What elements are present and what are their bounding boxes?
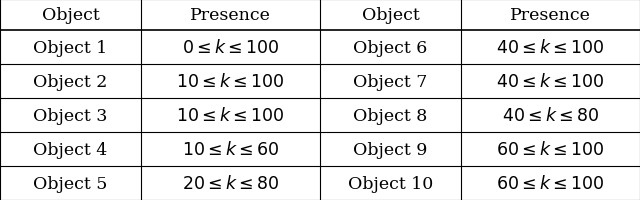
Text: Object 1: Object 1 <box>33 39 108 56</box>
Text: $10 \leq k \leq 100$: $10 \leq k \leq 100$ <box>176 107 285 124</box>
Text: Object 6: Object 6 <box>353 39 428 56</box>
Text: Object 8: Object 8 <box>353 107 428 124</box>
Text: Object 2: Object 2 <box>33 73 108 90</box>
Text: Presence: Presence <box>510 7 591 24</box>
Text: Object 9: Object 9 <box>353 141 428 158</box>
Text: Object 10: Object 10 <box>348 175 433 192</box>
Text: $40 \leq k \leq 100$: $40 \leq k \leq 100$ <box>496 73 605 91</box>
Text: $60 \leq k \leq 100$: $60 \leq k \leq 100$ <box>496 174 605 192</box>
Text: Object 4: Object 4 <box>33 141 108 158</box>
Text: $40 \leq k \leq 100$: $40 \leq k \leq 100$ <box>496 39 605 57</box>
Text: $20 \leq k \leq 80$: $20 \leq k \leq 80$ <box>182 174 279 192</box>
Text: Object 7: Object 7 <box>353 73 428 90</box>
Text: Object 5: Object 5 <box>33 175 108 192</box>
Text: $0 \leq k \leq 100$: $0 \leq k \leq 100$ <box>182 39 279 57</box>
Text: $60 \leq k \leq 100$: $60 \leq k \leq 100$ <box>496 140 605 158</box>
Text: $40 \leq k \leq 80$: $40 \leq k \leq 80$ <box>502 107 599 124</box>
Text: $10 \leq k \leq 100$: $10 \leq k \leq 100$ <box>176 73 285 91</box>
Text: Object 3: Object 3 <box>33 107 108 124</box>
Text: $10 \leq k \leq 60$: $10 \leq k \leq 60$ <box>182 140 279 158</box>
Text: Object: Object <box>42 7 99 24</box>
Text: Object: Object <box>362 7 419 24</box>
Text: Presence: Presence <box>190 7 271 24</box>
